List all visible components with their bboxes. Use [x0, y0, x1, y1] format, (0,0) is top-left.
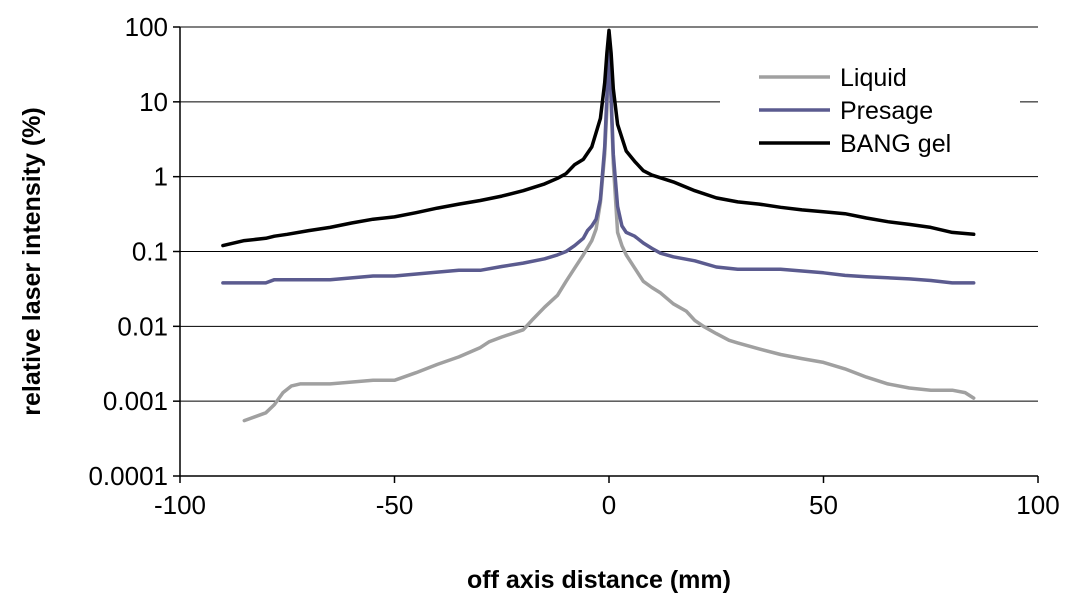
- y-tick-label: 1: [154, 162, 168, 192]
- x-tick-label: -100: [154, 490, 206, 520]
- series-lines: [221, 28, 976, 423]
- x-tick-label: 50: [809, 490, 838, 520]
- y-tick-label: 0.1: [132, 237, 168, 267]
- series-line-bang-gel: [221, 28, 976, 248]
- legend-label: Liquid: [840, 64, 907, 92]
- series-line-presage: [221, 51, 976, 285]
- gridlines: [180, 26, 1038, 402]
- legend-label: BANG gel: [840, 130, 951, 158]
- axes: 100 10 1 0.1 0.01 0.001 0.0001-100 -50 0 50 100: [88, 12, 1059, 520]
- x-axis-title: off axis distance (mm): [467, 566, 731, 594]
- legend: Liquid Presage BANG gel: [720, 58, 1020, 166]
- x-tick-label: 0: [602, 490, 616, 520]
- y-tick-label: 10: [139, 87, 168, 117]
- y-tick-label: 0.0001: [88, 461, 168, 491]
- y-axis-title: relative laser intensity (%): [18, 107, 46, 415]
- y-tick-label: 0.01: [117, 311, 168, 341]
- x-tick-label: -50: [376, 490, 414, 520]
- axis-labels: off axis distance (mm) relative laser int…: [18, 107, 731, 594]
- y-tick-label: 0.001: [103, 386, 168, 416]
- x-tick-label: 100: [1016, 490, 1059, 520]
- y-tick-label: 100: [125, 12, 168, 42]
- legend-label: Presage: [840, 97, 933, 125]
